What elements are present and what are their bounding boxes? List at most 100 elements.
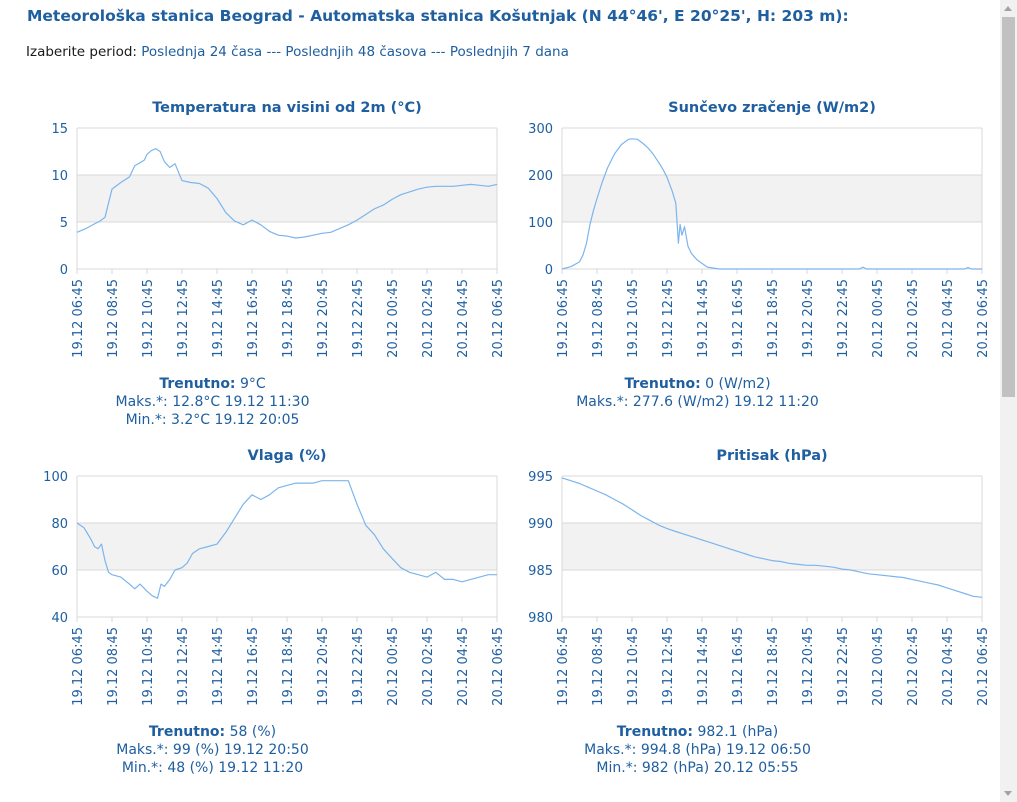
y-tick-label: 985 xyxy=(528,564,553,579)
stat-max: Maks.*: 99 (%) 19.12 20:50 xyxy=(116,742,309,758)
x-tick-label: 19.12 22:45 xyxy=(351,627,366,706)
period-7d-link[interactable]: Poslednjih 7 dana xyxy=(449,44,569,60)
current-value: 9°C xyxy=(240,376,266,392)
x-tick-label: 19.12 12:45 xyxy=(661,627,676,706)
stat-current: Trenutno: 58 (%) xyxy=(148,724,277,740)
x-tick-label: 19.12 14:45 xyxy=(211,627,226,706)
chart-title: Vlaga (%) xyxy=(248,448,327,464)
x-tick-label: 19.12 06:45 xyxy=(556,279,571,358)
x-tick-label: 20.12 04:45 xyxy=(941,627,956,706)
y-tick-label: 80 xyxy=(51,517,68,532)
solar-radiation-chart: Sunčevo zračenje (W/m2) 0 100 200 300 19.12 0… xyxy=(528,100,991,358)
x-tick-label: 20.12 02:45 xyxy=(906,279,921,358)
series-line xyxy=(76,480,497,599)
period-separator: --- xyxy=(430,44,446,60)
x-tick-label: 19.12 12:45 xyxy=(176,279,191,358)
y-tick-label: 15 xyxy=(51,122,68,137)
current-value: 0 (W/m2) xyxy=(705,376,771,392)
x-tick-label: 19.12 20:45 xyxy=(801,279,816,358)
scroll-down-arrow-icon[interactable] xyxy=(1000,785,1017,802)
temperature-stats: Trenutno: 9°C Maks.*: 12.8°C 19.12 11:30… xyxy=(20,375,405,429)
series-line xyxy=(561,477,983,598)
humidity-chart: Vlaga (%) 40 60 80 100 19.12 06:45 19.12 08:45… xyxy=(43,448,506,706)
current-value: 58 (%) xyxy=(229,724,277,740)
x-tick-label: 19.12 14:45 xyxy=(696,279,711,358)
x-tick-label: 19.12 18:45 xyxy=(281,627,296,706)
stat-min: Min.*: 48 (%) 19.12 11:20 xyxy=(121,760,304,776)
series-line xyxy=(561,138,982,270)
current-value: 982.1 (hPa) xyxy=(697,724,779,740)
period-48h-link[interactable]: Poslednjih 48 časova xyxy=(285,44,427,60)
x-tick-label: 19.12 12:45 xyxy=(661,279,676,358)
pressure-stats: Trenutno: 982.1 (hPa) Maks.*: 994.8 (hPa… xyxy=(505,723,890,777)
x-tick-label: 19.12 08:45 xyxy=(106,279,121,358)
period-24h-link[interactable]: Poslednja 24 časa xyxy=(141,44,263,60)
y-tick-label: 0 xyxy=(60,263,68,278)
x-tick-label: 19.12 20:45 xyxy=(316,279,331,358)
y-tick-label: 100 xyxy=(43,470,68,485)
y-tick-label: 10 xyxy=(51,169,68,184)
x-tick-label: 20.12 00:45 xyxy=(386,627,401,706)
solar-radiation-chart-panel: Sunčevo zračenje (W/m2) 0 100 200 300 19.12 0… xyxy=(505,90,995,440)
x-tick-label: 19.12 18:45 xyxy=(766,627,781,706)
stat-max: Maks.*: 994.8 (hPa) 19.12 06:50 xyxy=(584,742,811,758)
series-line xyxy=(76,148,498,239)
x-tick-label: 19.12 16:45 xyxy=(246,627,261,706)
solar-radiation-stats: Trenutno: 0 (W/m2) Maks.*: 277.6 (W/m2) … xyxy=(505,375,890,411)
x-tick-label: 20.12 00:45 xyxy=(871,279,886,358)
x-tick-label: 19.12 10:45 xyxy=(141,279,156,358)
x-tick-label: 19.12 16:45 xyxy=(246,279,261,358)
pressure-chart-panel: Pritisak (hPa) 980 985 990 995 19.12 06:45 19.… xyxy=(505,438,995,788)
y-tick-label: 40 xyxy=(51,611,68,626)
y-tick-label: 995 xyxy=(528,470,553,485)
min-value: 48 (%) 19.12 11:20 xyxy=(167,760,304,776)
x-tick-label: 19.12 22:45 xyxy=(836,627,851,706)
y-tick-label: 100 xyxy=(528,216,553,231)
stat-max: Maks.*: 277.6 (W/m2) 19.12 11:20 xyxy=(576,394,819,410)
x-tick-label: 19.12 16:45 xyxy=(731,279,746,358)
vertical-scrollbar[interactable] xyxy=(1000,0,1017,802)
period-label: Izaberite period: xyxy=(26,44,137,60)
x-tick-label: 19.12 08:45 xyxy=(591,279,606,358)
page-title: Meteorološka stanica Beograd - Automatsk… xyxy=(27,7,849,25)
x-tick-label: 19.12 20:45 xyxy=(801,627,816,706)
x-tick-label: 19.12 22:45 xyxy=(836,279,851,358)
humidity-stats: Trenutno: 58 (%) Maks.*: 99 (%) 19.12 20… xyxy=(20,723,405,777)
chart-title: Temperatura na visini od 2m (°C) xyxy=(152,100,422,116)
x-tick-label: 20.12 06:45 xyxy=(491,279,506,358)
x-tick-label: 19.12 22:45 xyxy=(351,279,366,358)
y-tick-label: 300 xyxy=(528,122,553,137)
pressure-chart: Pritisak (hPa) 980 985 990 995 19.12 06:45 19.… xyxy=(528,448,991,706)
min-value: 982 (hPa) 20.12 05:55 xyxy=(641,760,799,776)
x-tick-label: 19.12 10:45 xyxy=(626,627,641,706)
y-tick-label: 990 xyxy=(528,517,553,532)
stat-current: Trenutno: 982.1 (hPa) xyxy=(616,724,779,740)
x-tick-label: 19.12 06:45 xyxy=(556,627,571,706)
x-tick-label: 19.12 18:45 xyxy=(281,279,296,358)
x-tick-label: 19.12 06:45 xyxy=(71,279,86,358)
stat-current: Trenutno: 0 (W/m2) xyxy=(624,376,771,392)
x-tick-label: 19.12 12:45 xyxy=(176,627,191,706)
x-tick-label: 19.12 08:45 xyxy=(591,627,606,706)
x-tick-label: 19.12 10:45 xyxy=(626,279,641,358)
y-tick-label: 5 xyxy=(60,216,68,231)
y-tick-label: 0 xyxy=(545,263,553,278)
x-tick-label: 19.12 14:45 xyxy=(211,279,226,358)
chart-title: Pritisak (hPa) xyxy=(716,448,827,464)
temperature-chart: Temperatura na visini od 2m (°C) 0 5 10 15 19… xyxy=(51,100,506,358)
x-tick-label: 20.12 04:45 xyxy=(941,279,956,358)
x-tick-label: 20.12 04:45 xyxy=(456,627,471,706)
plot-band xyxy=(562,523,982,570)
x-tick-label: 19.12 14:45 xyxy=(696,627,711,706)
chart-title: Sunčevo zračenje (W/m2) xyxy=(668,100,876,116)
scrollbar-thumb[interactable] xyxy=(1002,17,1015,397)
y-tick-label: 200 xyxy=(528,169,553,184)
x-tick-label: 20.12 04:45 xyxy=(456,279,471,358)
stat-max: Maks.*: 12.8°C 19.12 11:30 xyxy=(115,394,310,410)
max-value: 994.8 (hPa) 19.12 06:50 xyxy=(640,742,811,758)
scroll-up-arrow-icon[interactable] xyxy=(1000,0,1017,17)
x-tick-label: 20.12 00:45 xyxy=(871,627,886,706)
stat-min: Min.*: 982 (hPa) 20.12 05:55 xyxy=(596,760,799,776)
stat-min: Min.*: 3.2°C 19.12 20:05 xyxy=(125,412,300,428)
y-tick-label: 60 xyxy=(51,564,68,579)
